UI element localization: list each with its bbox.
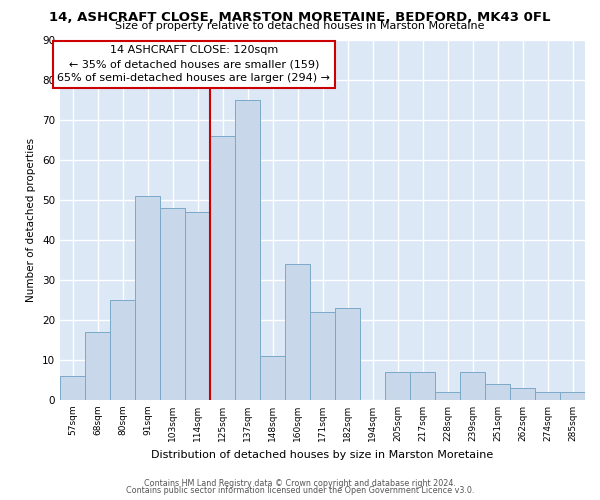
Text: 14, ASHCRAFT CLOSE, MARSTON MORETAINE, BEDFORD, MK43 0FL: 14, ASHCRAFT CLOSE, MARSTON MORETAINE, B…: [49, 11, 551, 24]
Text: Contains HM Land Registry data © Crown copyright and database right 2024.: Contains HM Land Registry data © Crown c…: [144, 478, 456, 488]
Text: Size of property relative to detached houses in Marston Moretaine: Size of property relative to detached ho…: [115, 21, 485, 31]
Bar: [535, 392, 560, 400]
Bar: [335, 308, 360, 400]
Text: 14 ASHCRAFT CLOSE: 120sqm
← 35% of detached houses are smaller (159)
65% of semi: 14 ASHCRAFT CLOSE: 120sqm ← 35% of detac…: [58, 46, 331, 84]
Y-axis label: Number of detached properties: Number of detached properties: [26, 138, 37, 302]
Bar: [485, 384, 510, 400]
Bar: [510, 388, 535, 400]
Bar: [260, 356, 285, 400]
X-axis label: Distribution of detached houses by size in Marston Moretaine: Distribution of detached houses by size …: [151, 450, 494, 460]
Bar: [110, 300, 135, 400]
Text: Contains public sector information licensed under the Open Government Licence v3: Contains public sector information licen…: [126, 486, 474, 495]
Bar: [385, 372, 410, 400]
Bar: [560, 392, 585, 400]
Bar: [435, 392, 460, 400]
Bar: [60, 376, 85, 400]
Bar: [285, 264, 310, 400]
Bar: [185, 212, 210, 400]
Bar: [410, 372, 435, 400]
Bar: [210, 136, 235, 400]
Bar: [85, 332, 110, 400]
Bar: [460, 372, 485, 400]
Bar: [235, 100, 260, 400]
Bar: [310, 312, 335, 400]
Bar: [160, 208, 185, 400]
Bar: [135, 196, 160, 400]
